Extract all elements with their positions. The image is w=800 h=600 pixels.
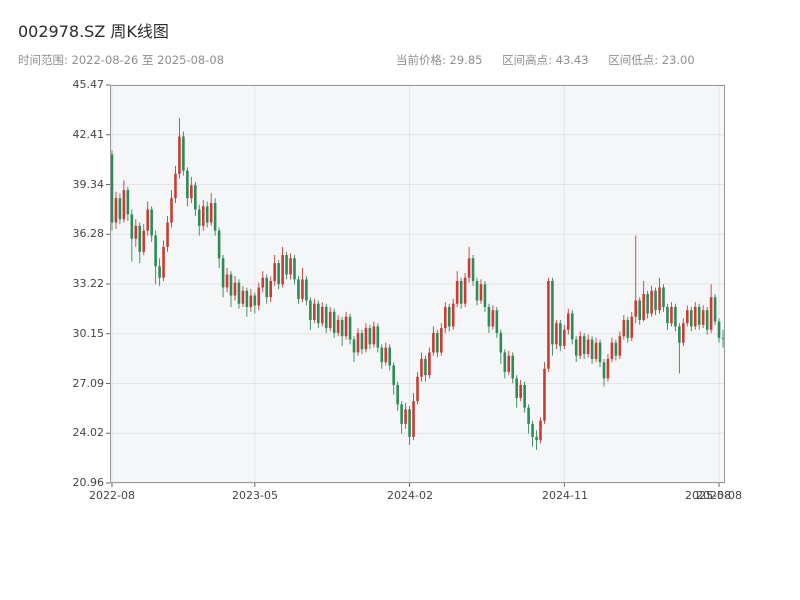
plot-area <box>106 84 725 487</box>
y-axis-tick: 45.47 <box>72 78 105 91</box>
x-axis-tick: 2025-08 <box>696 489 742 502</box>
y-axis-tick: 33.22 <box>72 277 105 290</box>
y-axis-tick: 42.41 <box>72 128 105 141</box>
y-axis-tick: 39.34 <box>72 178 105 191</box>
x-axis-tick: 2024-02 <box>387 489 433 502</box>
y-axis-tick: 36.28 <box>72 227 105 240</box>
y-axis-tick: 24.02 <box>72 426 105 439</box>
x-axis-tick: 2022-08 <box>89 489 135 502</box>
y-axis-tick: 27.09 <box>72 377 105 390</box>
x-axis-tick: 2024-11 <box>542 489 588 502</box>
y-axis-tick: 20.96 <box>72 476 105 489</box>
current-price-stat: 当前价格: 29.85 <box>396 53 483 67</box>
range-high-stat: 区间高点: 43.43 <box>502 53 589 67</box>
x-axis-tick: 2023-05 <box>232 489 278 502</box>
x-axis-edge-label: 2025-08 <box>685 489 731 502</box>
y-axis-tick: 30.15 <box>72 327 105 340</box>
page-title: 002978.SZ 周K线图 <box>18 22 169 41</box>
price-stats: 当前价格: 29.85 区间高点: 43.43 区间低点: 23.00 <box>396 52 711 68</box>
range-low-stat: 区间低点: 23.00 <box>608 53 695 67</box>
time-range-label: 时间范围: 2022-08-26 至 2025-08-08 <box>18 53 225 67</box>
candlestick-chart <box>106 84 725 487</box>
